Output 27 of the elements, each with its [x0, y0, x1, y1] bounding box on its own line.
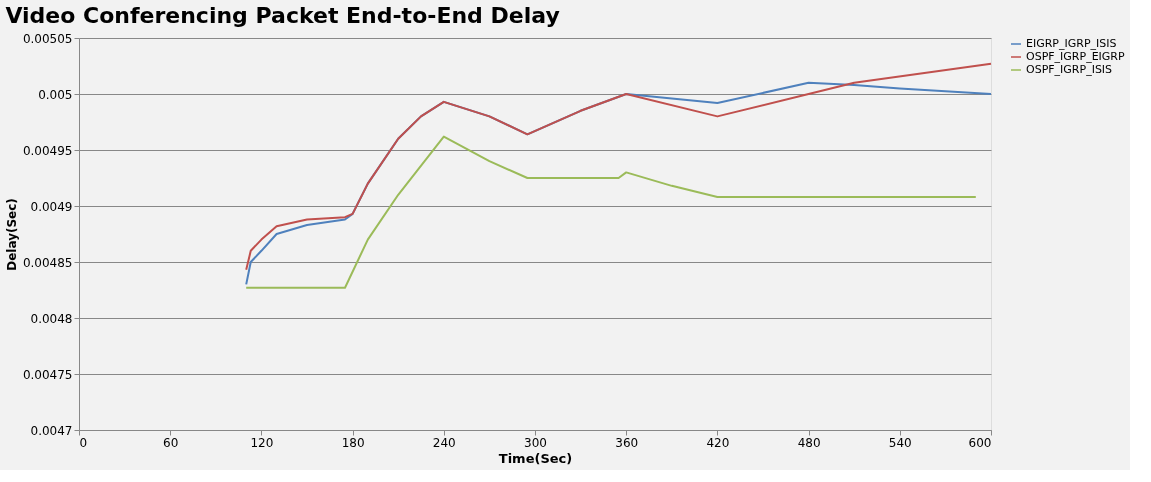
x-tick-label: 240 — [432, 435, 456, 450]
y-tick-label: 0.00475 — [22, 367, 73, 382]
x-tick-label: 60 — [163, 435, 179, 450]
x-tick-label: 540 — [888, 435, 912, 450]
line-series — [245, 135, 977, 289]
y-tick-label: 0.0048 — [30, 311, 73, 326]
y-axis-title: Delay(Sec) — [4, 198, 19, 271]
x-tick-label: 120 — [250, 435, 274, 450]
x-tick-label: 360 — [615, 435, 639, 450]
x-tick-label: 300 — [524, 435, 547, 450]
legend-label: EIGRP_IGRP_ISIS — [1026, 37, 1117, 50]
x-tick-label: 480 — [797, 435, 821, 450]
y-tick-label: 0.0049 — [30, 199, 73, 214]
x-tick-label: 180 — [341, 435, 365, 450]
y-tick-label: 0.005 — [38, 87, 73, 102]
y-tick-label: 0.00495 — [22, 143, 73, 158]
chart-title: Video Conferencing Packet End-to-End Delay — [5, 3, 560, 28]
legend-label: OSPF_IGRP_ISIS — [1026, 63, 1113, 76]
line-series — [245, 62, 992, 271]
x-tick-label: 0 — [79, 435, 88, 450]
x-tick-label: 600 — [968, 435, 992, 450]
x-axis-title: Time(Sec) — [498, 450, 573, 466]
y-tick-label: 0.00485 — [22, 255, 73, 270]
x-tick-label: 420 — [706, 435, 730, 450]
y-tick-label: 0.00505 — [22, 31, 73, 46]
legend-label: OSPF_IGRP_EIGRP — [1026, 50, 1126, 63]
y-tick-label: 0.0047 — [30, 423, 73, 438]
